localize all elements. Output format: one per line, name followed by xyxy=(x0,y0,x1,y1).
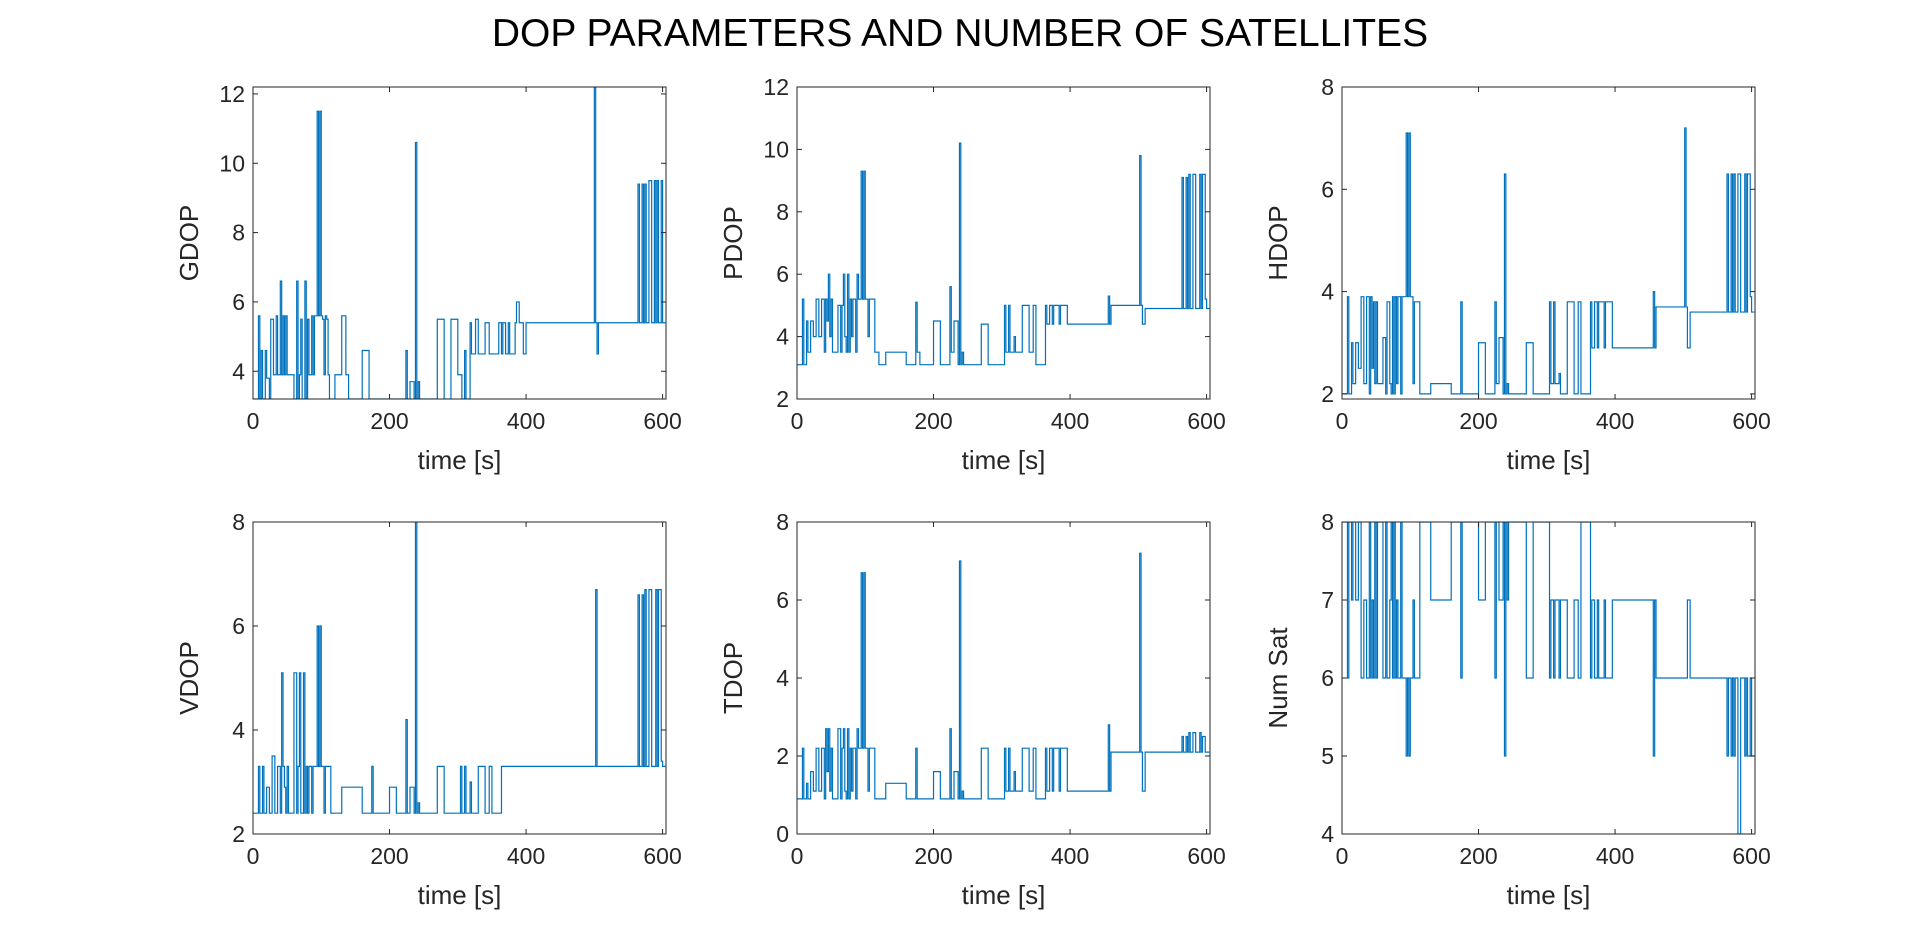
gdop-xtick-label: 0 xyxy=(247,408,260,434)
gdop-ytick-label: 8 xyxy=(232,220,245,246)
num-sat-ytick-label: 7 xyxy=(1321,587,1334,613)
tdop-ytick-label: 4 xyxy=(776,665,789,691)
hdop-xlabel: time [s] xyxy=(1507,445,1591,475)
pdop-axes-box xyxy=(796,86,1211,400)
gdop-ytick-label: 10 xyxy=(219,150,245,176)
hdop-xtick-label: 200 xyxy=(1459,408,1497,434)
hdop-ytick-label: 8 xyxy=(1321,74,1334,100)
pdop-xlabel: time [s] xyxy=(962,445,1046,475)
vdop-subplot: 0 200 400 600 2 4 6 8 time [s] VDOP xyxy=(174,509,682,910)
tdop-subplot: 0 200 400 600 0 2 4 6 8 time [s] TDOP xyxy=(718,509,1226,910)
pdop-xtick-label: 0 xyxy=(791,408,804,434)
pdop-ytick-label: 4 xyxy=(776,324,789,350)
tdop-ytick-label: 8 xyxy=(776,509,789,535)
hdop-series-line xyxy=(1342,127,1755,395)
tdop-xtick-label: 200 xyxy=(914,843,952,869)
num-sat-xlabel: time [s] xyxy=(1507,880,1591,910)
num-sat-subplot: 0 200 400 600 4 5 6 7 8 time [s] Num Sat xyxy=(1263,509,1771,910)
vdop-ytick-label: 4 xyxy=(232,717,245,743)
pdop-series-line xyxy=(797,142,1210,366)
gdop-series-line xyxy=(253,87,666,399)
gdop-xtick-label: 600 xyxy=(643,408,681,434)
gdop-xtick-label: 400 xyxy=(507,408,545,434)
pdop-subplot: 0 200 400 600 2 4 6 8 10 12 time [s] PDOP xyxy=(718,74,1226,475)
tdop-xtick-label: 0 xyxy=(791,843,804,869)
tdop-ytick-label: 2 xyxy=(776,743,789,769)
vdop-xlabel: time [s] xyxy=(418,880,502,910)
pdop-ytick-label: 2 xyxy=(776,386,789,412)
vdop-ytick-label: 2 xyxy=(232,821,245,847)
gdop-ylabel: GDOP xyxy=(174,205,204,282)
vdop-xtick-label: 0 xyxy=(247,843,260,869)
hdop-subplot: 0 200 400 600 2 4 6 8 time [s] HDOP xyxy=(1263,74,1771,475)
num-sat-series-line xyxy=(1342,522,1755,834)
pdop-ytick-label: 10 xyxy=(763,136,789,162)
num-sat-xtick-label: 400 xyxy=(1596,843,1634,869)
gdop-ytick-label: 4 xyxy=(232,358,245,384)
vdop-ytick-label: 8 xyxy=(232,509,245,535)
gdop-subplot: 0 200 400 600 4 6 8 10 12 time [s] GDOP xyxy=(174,81,682,475)
pdop-xtick-label: 200 xyxy=(914,408,952,434)
tdop-ylabel: TDOP xyxy=(718,642,748,714)
num-sat-xtick-label: 200 xyxy=(1459,843,1497,869)
tdop-series-line xyxy=(797,552,1210,800)
tdop-xtick-label: 400 xyxy=(1051,843,1089,869)
num-sat-ytick-label: 8 xyxy=(1321,509,1334,535)
vdop-xtick-label: 600 xyxy=(643,843,681,869)
pdop-ytick-label: 12 xyxy=(763,74,789,100)
gdop-ytick-label: 12 xyxy=(219,81,245,107)
gdop-xlabel: time [s] xyxy=(418,445,502,475)
tdop-ytick-label: 0 xyxy=(776,821,789,847)
tdop-xlabel: time [s] xyxy=(962,880,1046,910)
pdop-xtick-label: 600 xyxy=(1187,408,1225,434)
hdop-xtick-label: 400 xyxy=(1596,408,1634,434)
pdop-ytick-label: 8 xyxy=(776,199,789,225)
num-sat-xtick-label: 0 xyxy=(1336,843,1349,869)
vdop-ylabel: VDOP xyxy=(174,641,204,715)
tdop-axes-box xyxy=(796,521,1211,835)
hdop-ytick-label: 6 xyxy=(1321,176,1334,202)
vdop-ytick-label: 6 xyxy=(232,613,245,639)
num-sat-ylabel: Num Sat xyxy=(1263,627,1293,729)
pdop-ylabel: PDOP xyxy=(718,206,748,280)
hdop-ylabel: HDOP xyxy=(1263,205,1293,280)
vdop-series-line xyxy=(253,522,666,814)
hdop-xtick-label: 600 xyxy=(1732,408,1770,434)
hdop-xtick-label: 0 xyxy=(1336,408,1349,434)
num-sat-ytick-label: 5 xyxy=(1321,743,1334,769)
num-sat-ytick-label: 6 xyxy=(1321,665,1334,691)
num-sat-xtick-label: 600 xyxy=(1732,843,1770,869)
gdop-xtick-label: 200 xyxy=(370,408,408,434)
vdop-xtick-label: 200 xyxy=(370,843,408,869)
pdop-xtick-label: 400 xyxy=(1051,408,1089,434)
vdop-axes-box xyxy=(252,521,667,835)
figure-title: DOP PARAMETERS AND NUMBER OF SATELLITES xyxy=(491,12,1429,55)
pdop-ytick-label: 6 xyxy=(776,261,789,287)
hdop-axes-box xyxy=(1341,86,1756,400)
vdop-xtick-label: 400 xyxy=(507,843,545,869)
tdop-ytick-label: 6 xyxy=(776,587,789,613)
gdop-ytick-label: 6 xyxy=(232,289,245,315)
hdop-ytick-label: 4 xyxy=(1321,279,1334,305)
gdop-axes-box xyxy=(252,86,667,400)
tdop-xtick-label: 600 xyxy=(1187,843,1225,869)
num-sat-ytick-label: 4 xyxy=(1321,821,1334,847)
hdop-ytick-label: 2 xyxy=(1321,381,1334,407)
